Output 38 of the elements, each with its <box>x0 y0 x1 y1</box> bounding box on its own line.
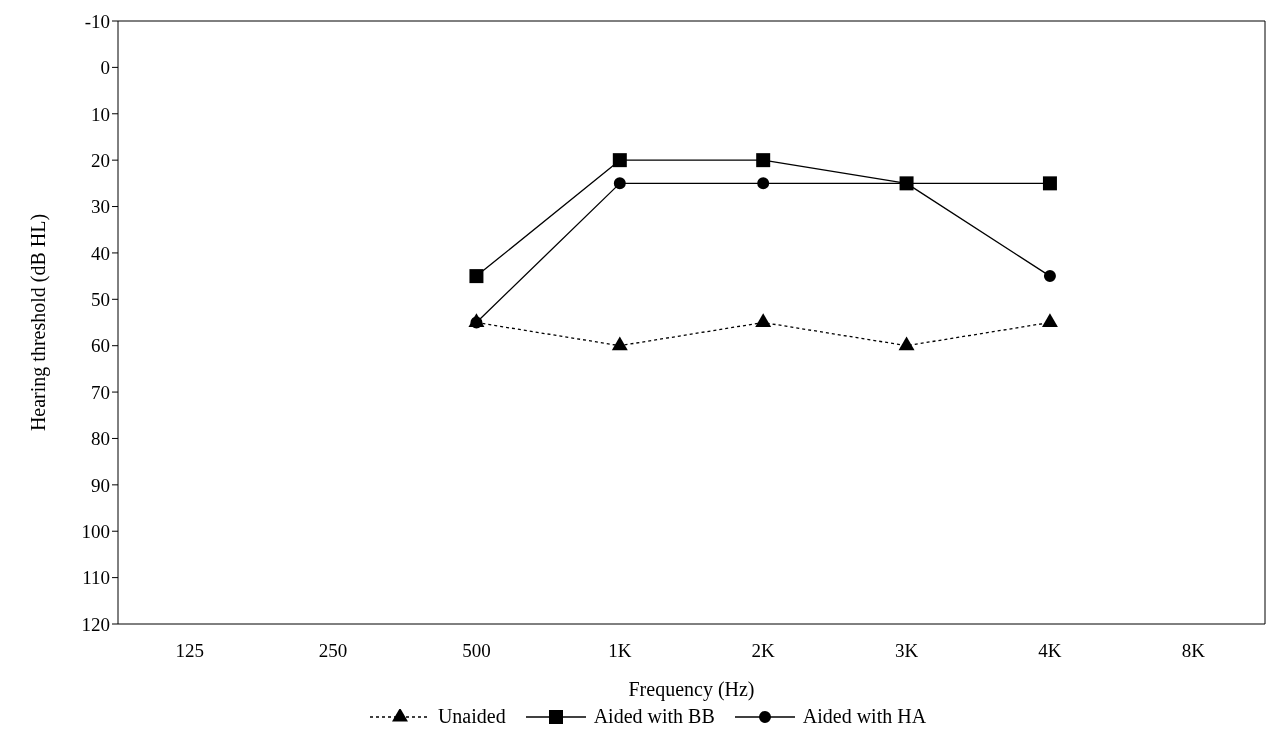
point <box>611 336 628 351</box>
y-tick-label: 120 <box>81 613 110 635</box>
point <box>1041 313 1058 328</box>
legend-label: Aided with BB <box>593 705 715 728</box>
x-tick-label: 250 <box>318 640 348 662</box>
point <box>898 336 915 351</box>
point <box>613 177 626 190</box>
y-tick-label: 30 <box>91 196 110 218</box>
y-tick-label: 10 <box>91 103 110 125</box>
point <box>1043 270 1056 283</box>
legend-label: Aided with HA <box>802 705 927 728</box>
point <box>469 269 484 284</box>
y-tick-label: 110 <box>82 567 110 589</box>
x-tick-label: 500 <box>462 640 491 662</box>
x-tick-label: 4K <box>1038 640 1062 662</box>
point <box>612 153 627 168</box>
y-tick-label: 0 <box>100 57 110 79</box>
y-tick-label: -10 <box>84 10 110 32</box>
y-tick-label: 50 <box>91 289 110 311</box>
y-tick-label: 20 <box>91 149 110 171</box>
y-tick-label: 40 <box>91 242 110 264</box>
x-tick-label: 125 <box>175 640 204 662</box>
x-axis-title: Frequency (Hz) <box>628 678 755 701</box>
y-tick-label: 60 <box>91 335 110 357</box>
x-tick-label: 1K <box>608 640 632 662</box>
y-tick-label: 80 <box>91 428 110 450</box>
legend-label: Unaided <box>437 705 506 728</box>
x-tick-label: 2K <box>751 640 776 662</box>
x-tick-label: 3K <box>894 640 919 662</box>
point <box>757 177 770 190</box>
y-axis-title: Hearing threshold (dB HL) <box>27 213 51 432</box>
point <box>755 313 772 328</box>
x-tick-label: 8K <box>1181 640 1206 662</box>
y-tick-label: 100 <box>81 520 110 542</box>
y-tick-label: 90 <box>91 474 110 496</box>
point <box>756 153 771 168</box>
point <box>1042 176 1057 191</box>
y-tick-label: 70 <box>91 381 110 403</box>
